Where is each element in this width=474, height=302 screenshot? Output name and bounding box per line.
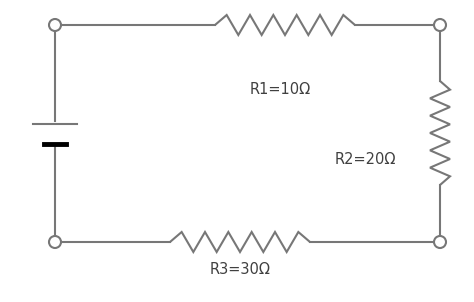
Text: R2=20Ω: R2=20Ω — [334, 152, 396, 167]
Circle shape — [434, 236, 446, 248]
Circle shape — [49, 19, 61, 31]
Circle shape — [434, 19, 446, 31]
Text: R3=30Ω: R3=30Ω — [210, 262, 271, 277]
Text: R1=10Ω: R1=10Ω — [249, 82, 310, 97]
Circle shape — [49, 236, 61, 248]
